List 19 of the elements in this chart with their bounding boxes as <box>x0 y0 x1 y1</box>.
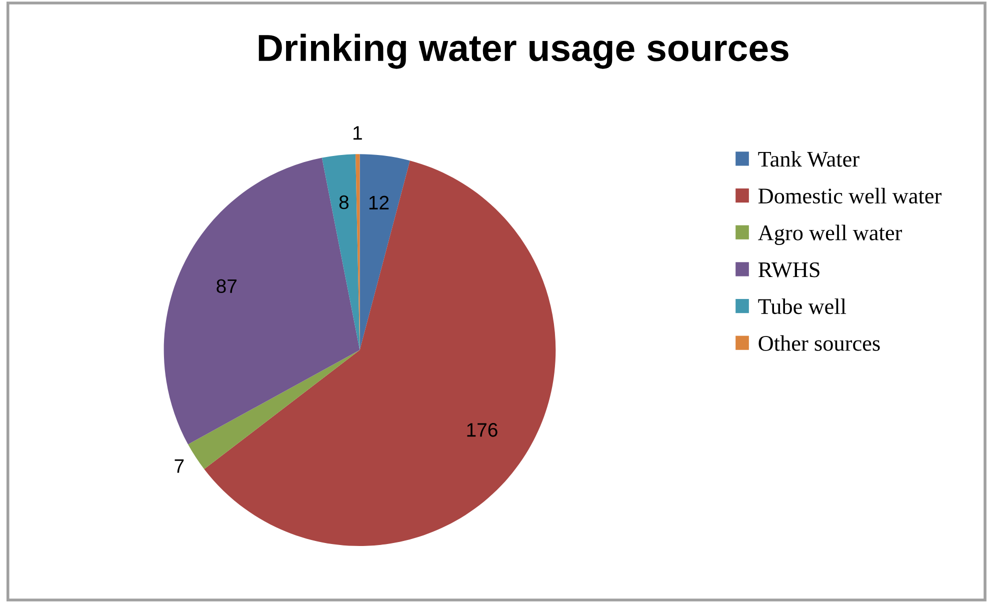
data-label: 1 <box>354 126 362 140</box>
legend-label: Agro well water <box>758 224 902 245</box>
data-label: 87 <box>216 279 236 294</box>
pie-slice <box>360 154 410 350</box>
pie-slice <box>356 154 360 350</box>
data-label: 12 <box>369 196 389 210</box>
data-label: 176 <box>467 423 498 437</box>
data-label: 7 <box>174 459 184 473</box>
pie-slice <box>188 350 360 470</box>
pie-slice <box>204 160 556 546</box>
legend-label: Tank Water <box>758 151 860 167</box>
legend-label: Other sources <box>758 335 880 351</box>
legend-label: Tube well <box>758 298 846 314</box>
chart-title: Drinking water usage sources <box>258 34 788 69</box>
data-label: 8 <box>339 195 348 210</box>
legend-label: Domestic well water <box>758 188 942 204</box>
pie-slice <box>164 158 360 444</box>
pie-slice <box>322 154 360 350</box>
legend-label: RWHS <box>758 262 820 278</box>
